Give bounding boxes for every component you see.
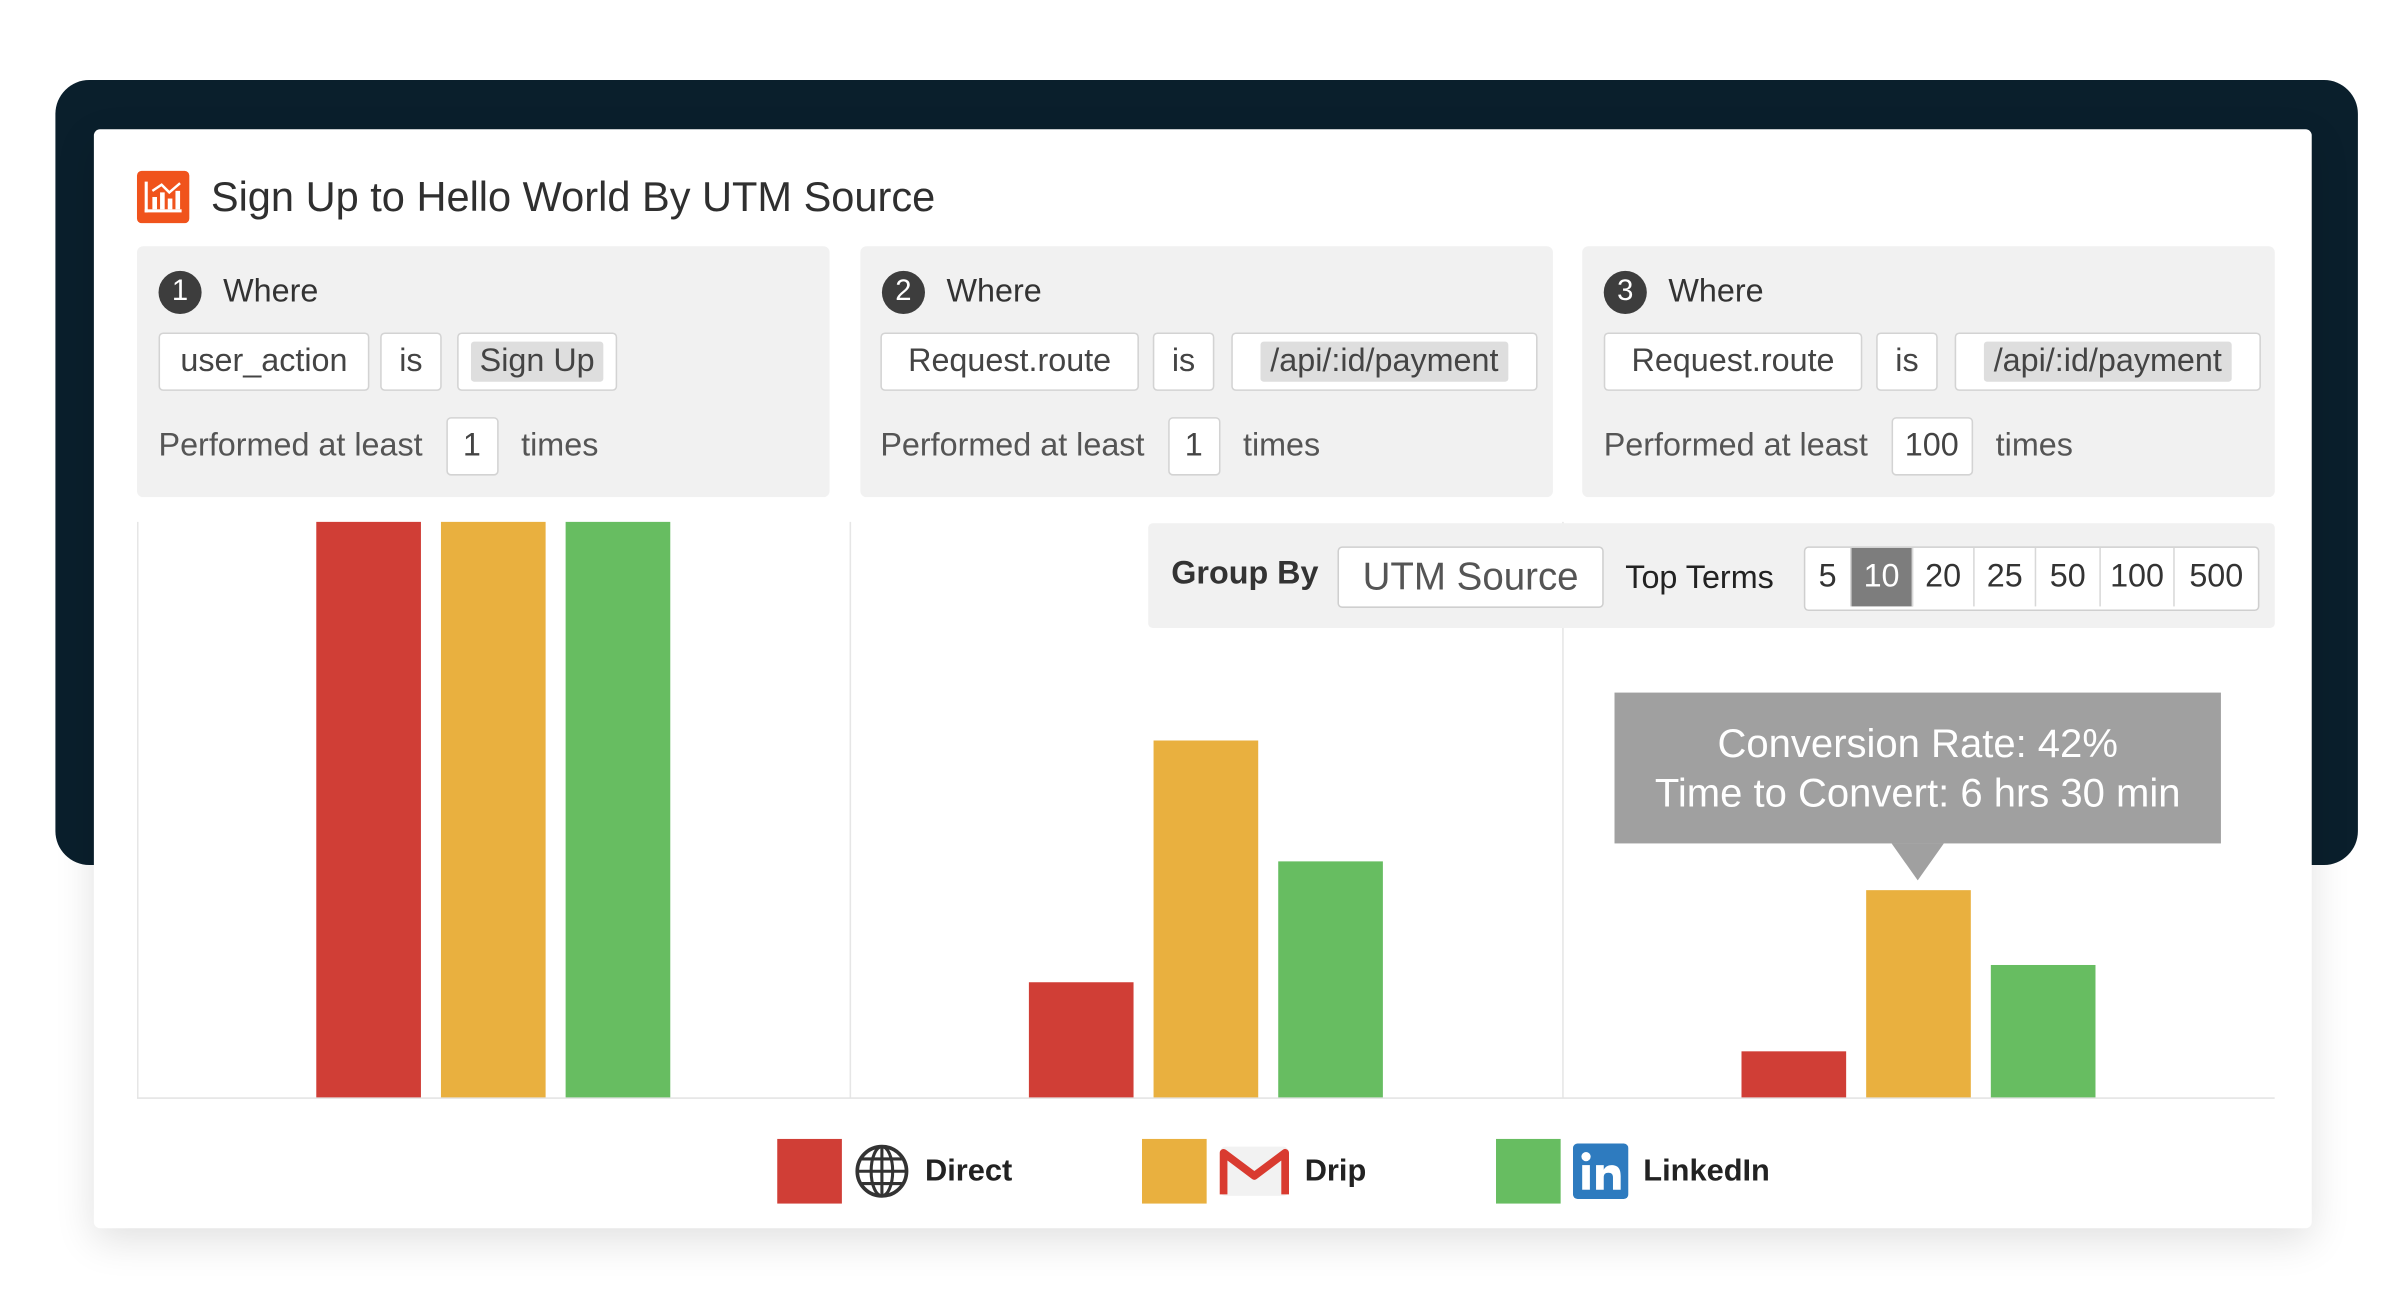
value-text: Sign Up bbox=[470, 341, 604, 382]
bar-direct-step-1[interactable] bbox=[316, 521, 421, 1098]
legend-label: Drip bbox=[1304, 1153, 1367, 1188]
bar-drip-step-2[interactable] bbox=[1153, 740, 1259, 1098]
top-terms-selector: 5 10 20 25 50 100 500 bbox=[1803, 546, 2260, 612]
legend-swatch bbox=[1495, 1138, 1561, 1204]
legend-item-linkedin[interactable]: LinkedIn bbox=[1495, 1138, 1770, 1204]
count-input[interactable]: 1 bbox=[445, 417, 499, 476]
top-terms-option-20[interactable]: 20 bbox=[1913, 547, 1975, 607]
step-header: 2 Where bbox=[881, 270, 1042, 314]
top-terms-option-10[interactable]: 10 bbox=[1851, 547, 1914, 607]
top-terms-option-500[interactable]: 500 bbox=[2189, 558, 2244, 595]
legend-label: LinkedIn bbox=[1643, 1153, 1770, 1188]
field-select[interactable]: user_action bbox=[158, 332, 370, 391]
top-terms-option-5[interactable]: 5 bbox=[1805, 547, 1852, 607]
funnel-card: Sign Up to Hello World By UTM Source 1 W… bbox=[93, 129, 2312, 1229]
operator-select[interactable]: is bbox=[1152, 332, 1215, 391]
linkedin-icon bbox=[1572, 1143, 1628, 1199]
performed-row: Performed at least 1 times bbox=[159, 416, 599, 478]
times-label: times bbox=[521, 427, 599, 464]
chart-svg bbox=[136, 521, 2275, 1099]
conversion-rate-text: Conversion Rate: 42% bbox=[1717, 720, 2118, 767]
step-number-badge: 1 bbox=[158, 270, 202, 314]
field-select[interactable]: Request.route bbox=[1603, 332, 1863, 391]
operator-select[interactable]: is bbox=[1876, 332, 1938, 391]
card-header: Sign Up to Hello World By UTM Source bbox=[136, 169, 936, 224]
step-3-panel: 3 Where Request.route is /api/:id/paymen… bbox=[1582, 246, 2275, 498]
bar-drip-step-1[interactable] bbox=[440, 521, 546, 1098]
value-input[interactable]: /api/:id/payment bbox=[1954, 332, 2261, 391]
gmail-icon bbox=[1219, 1144, 1290, 1199]
time-to-convert-text: Time to Convert: 6 hrs 30 min bbox=[1654, 769, 2181, 816]
conversion-tooltip: Conversion Rate: 42% Time to Convert: 6 … bbox=[1614, 692, 2221, 881]
group-by-label: Group By bbox=[1171, 555, 1319, 592]
value-input[interactable]: /api/:id/payment bbox=[1231, 332, 1538, 391]
top-terms-option-50[interactable]: 50 bbox=[2036, 547, 2101, 607]
bar-direct-step-3[interactable] bbox=[1741, 1051, 1847, 1098]
step-number-badge: 2 bbox=[881, 270, 925, 314]
value-text: /api/:id/payment bbox=[1984, 341, 2232, 382]
step-header: 1 Where bbox=[158, 270, 319, 314]
performed-row: Performed at least 100 times bbox=[1604, 416, 2073, 478]
operator-select[interactable]: is bbox=[380, 332, 442, 391]
count-input[interactable]: 1 bbox=[1167, 417, 1220, 476]
step-header: 3 Where bbox=[1603, 270, 1764, 314]
top-terms-label: Top Terms bbox=[1625, 560, 1774, 596]
top-terms-option-100[interactable]: 100 bbox=[2101, 547, 2175, 607]
bar-chart-icon bbox=[136, 170, 190, 224]
bar-drip-step-3[interactable] bbox=[1866, 890, 1971, 1098]
chart-legend: Direct Drip bbox=[777, 1137, 1899, 1205]
legend-swatch bbox=[777, 1138, 842, 1204]
step-2-panel: 2 Where Request.route is /api/:id/paymen… bbox=[860, 246, 1553, 498]
bar-linkedin-step-3[interactable] bbox=[1990, 964, 2096, 1098]
count-input[interactable]: 100 bbox=[1890, 417, 1973, 476]
bar-linkedin-step-2[interactable] bbox=[1278, 861, 1383, 1098]
where-label: Where bbox=[1668, 273, 1764, 310]
group-by-select[interactable]: UTM Source bbox=[1337, 546, 1604, 608]
performed-label: Performed at least bbox=[1603, 427, 1868, 464]
times-label: times bbox=[1995, 427, 2073, 464]
group-by-toolbar: Group By UTM Source Top Terms 5 10 20 25 50 1… bbox=[1148, 523, 2275, 628]
top-terms-option-25[interactable]: 25 bbox=[1975, 547, 2037, 607]
globe-icon bbox=[854, 1144, 909, 1199]
field-select[interactable]: Request.route bbox=[880, 332, 1139, 391]
legend-label: Direct bbox=[924, 1153, 1013, 1188]
step-1-panel: 1 Where user_action is Sign Up Performed… bbox=[136, 246, 830, 498]
where-label: Where bbox=[223, 273, 319, 310]
where-label: Where bbox=[946, 273, 1042, 310]
times-label: times bbox=[1242, 427, 1321, 464]
value-input[interactable]: Sign Up bbox=[457, 332, 618, 391]
performed-label: Performed at least bbox=[158, 427, 423, 464]
legend-item-direct[interactable]: Direct bbox=[777, 1138, 1013, 1204]
step-number-badge: 3 bbox=[1603, 270, 1647, 314]
performed-label: Performed at least bbox=[880, 427, 1145, 464]
bar-direct-step-2[interactable] bbox=[1028, 982, 1134, 1098]
value-text: /api/:id/payment bbox=[1261, 341, 1508, 382]
bar-chart bbox=[136, 521, 2275, 1099]
page-title: Sign Up to Hello World By UTM Source bbox=[210, 173, 936, 220]
legend-swatch bbox=[1141, 1138, 1207, 1204]
performed-row: Performed at least 1 times bbox=[880, 416, 1320, 478]
bar-linkedin-step-1[interactable] bbox=[565, 521, 671, 1098]
legend-item-drip[interactable]: Drip bbox=[1141, 1138, 1367, 1204]
